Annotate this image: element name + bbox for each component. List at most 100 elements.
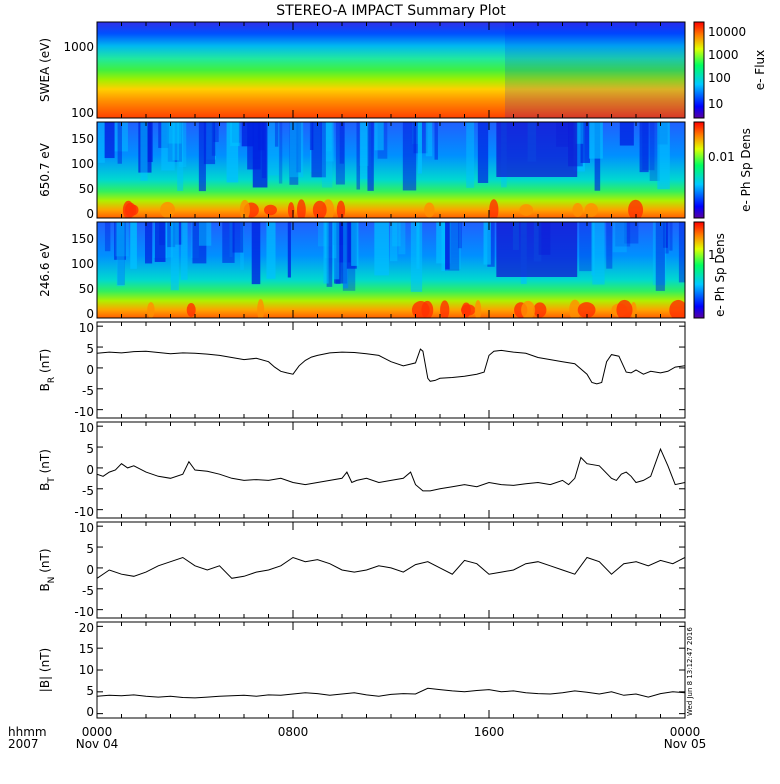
spectrogram-hotspot (440, 300, 450, 318)
spectrogram-streak (343, 222, 349, 289)
spectrogram-streak (311, 122, 326, 178)
swea-ylabel: SWEA (eV) (38, 38, 52, 102)
br-ylabel: BR (nT) (38, 349, 57, 392)
spectrogram-streak (339, 122, 344, 164)
spectrogram-streak (612, 222, 627, 253)
spectrogram-hotspot (533, 302, 547, 318)
spectrogram-streak (154, 222, 166, 262)
swea-colorbar-tick: 100 (708, 71, 731, 85)
spectrogram-streak (624, 222, 639, 244)
spectrogram-streak (448, 222, 461, 270)
x-corner-label-top: hhmm (8, 725, 47, 739)
pad650-ytick-label: 100 (71, 157, 94, 171)
spectrogram-hotspot (630, 302, 637, 318)
spectrogram-streak (573, 122, 585, 172)
spectrogram-streak (211, 122, 216, 156)
br-ytick-label: 5 (86, 342, 94, 356)
spectrogram-streak (589, 122, 603, 159)
spectrogram-streak (441, 222, 449, 272)
br-panel-frame (96, 321, 686, 419)
spectrogram-streak (360, 122, 372, 179)
bn-series-line (97, 556, 685, 579)
spectrogram-streak (203, 122, 216, 165)
spectrogram-streak (172, 122, 180, 161)
bt-ylabel: BT (nT) (38, 449, 57, 491)
bn-ytick-label: 5 (86, 542, 94, 556)
spectrogram-hotspot (616, 299, 633, 318)
spectrogram-streak (606, 222, 613, 269)
spectrogram-hotspot (669, 299, 685, 318)
pad246-ytick-label: 100 (71, 257, 94, 271)
spectrogram-streak (398, 222, 406, 255)
pad246-ytick-label: 0 (86, 307, 94, 321)
spectrogram-streak (167, 222, 173, 258)
spectrogram-streak (321, 122, 333, 188)
br-ylabel-main: B (38, 383, 52, 391)
spectrogram-streak (117, 222, 125, 285)
spectrogram-streak (161, 122, 175, 171)
bn-ylabel: BN (nT) (38, 548, 57, 591)
spectrogram-hotspot (577, 302, 596, 318)
br-ytick-label: -5 (82, 384, 94, 398)
spectrogram-hotspot (519, 204, 534, 216)
spectrogram-streak (359, 122, 369, 166)
swea-ytick-label: 1000 (63, 40, 94, 54)
pad650-ytick-label: 50 (79, 182, 94, 196)
spectrogram-streak (351, 222, 359, 266)
bn-ylabel-unit: (nT) (38, 548, 52, 576)
bt-ytick-label: -5 (82, 484, 94, 498)
spectrogram-streak (98, 122, 105, 163)
pad650-ytick-label: 150 (71, 132, 94, 146)
swea-colorbar-tick: 10 (708, 97, 723, 111)
bt-ylabel-main: B (38, 483, 52, 491)
spectrogram-streak (274, 122, 279, 147)
spectrogram-streak (487, 222, 495, 267)
spectrogram-streak (434, 122, 438, 160)
pad650-spectrogram (97, 122, 685, 218)
spectrogram-streak (580, 122, 590, 163)
swea-spectrogram (97, 22, 685, 118)
spectrogram-hotspot (569, 299, 581, 318)
spectrogram-streak (159, 222, 165, 246)
br-ytick-label: 10 (79, 321, 94, 335)
spectrogram-depletion-block (496, 222, 578, 277)
spectrogram-streak (615, 222, 631, 247)
spectrogram-streak (140, 122, 148, 181)
pad246-colorbar (693, 221, 705, 319)
spectrogram-streak (177, 122, 184, 191)
spectrogram-streak (649, 122, 660, 181)
spectrogram-streak (230, 122, 240, 147)
swea-colorbar-tick: 1000 (708, 48, 739, 62)
spectrogram-streak (669, 222, 673, 251)
spectrogram-streak (655, 222, 665, 291)
spectrogram-hotspot (474, 300, 482, 318)
bn-ylabel-sub: N (47, 577, 57, 584)
spectrogram-streak (198, 222, 212, 246)
bmag-ytick-label: 0 (86, 705, 94, 719)
br-series-line (97, 348, 685, 385)
bn-polyline (97, 556, 685, 579)
spectrogram-hotspot (312, 200, 327, 218)
spectrogram-streak (483, 222, 491, 265)
spectrogram-hotspot (122, 200, 134, 218)
swea-shift-region (505, 22, 685, 118)
spectrogram-hotspot (421, 300, 434, 318)
spectrogram-streak (657, 122, 670, 190)
spectrogram-streak (639, 122, 649, 173)
spectrogram-streak (678, 222, 685, 283)
x-minor-ticks (96, 22, 686, 718)
bmag-panel-frame (96, 621, 686, 719)
bmag-ylabel: |B| (nT) (38, 648, 52, 692)
bn-ytick-label: -5 (82, 584, 94, 598)
x-tick-label: 0000 (670, 725, 701, 739)
spectrogram-hotspot (521, 300, 536, 318)
spectrogram-streak (575, 122, 584, 144)
pad650-ytick-label: 0 (86, 207, 94, 221)
spectrogram-streak (410, 222, 423, 292)
spectrogram-streak (325, 122, 334, 162)
spectrogram-streak (130, 222, 137, 269)
spectrogram-hotspot (147, 302, 155, 318)
spectrogram-streak (181, 222, 188, 280)
pad650-colorbar-label: e- Ph Sp Dens (739, 128, 753, 212)
spectrogram-hotspot (264, 204, 277, 216)
